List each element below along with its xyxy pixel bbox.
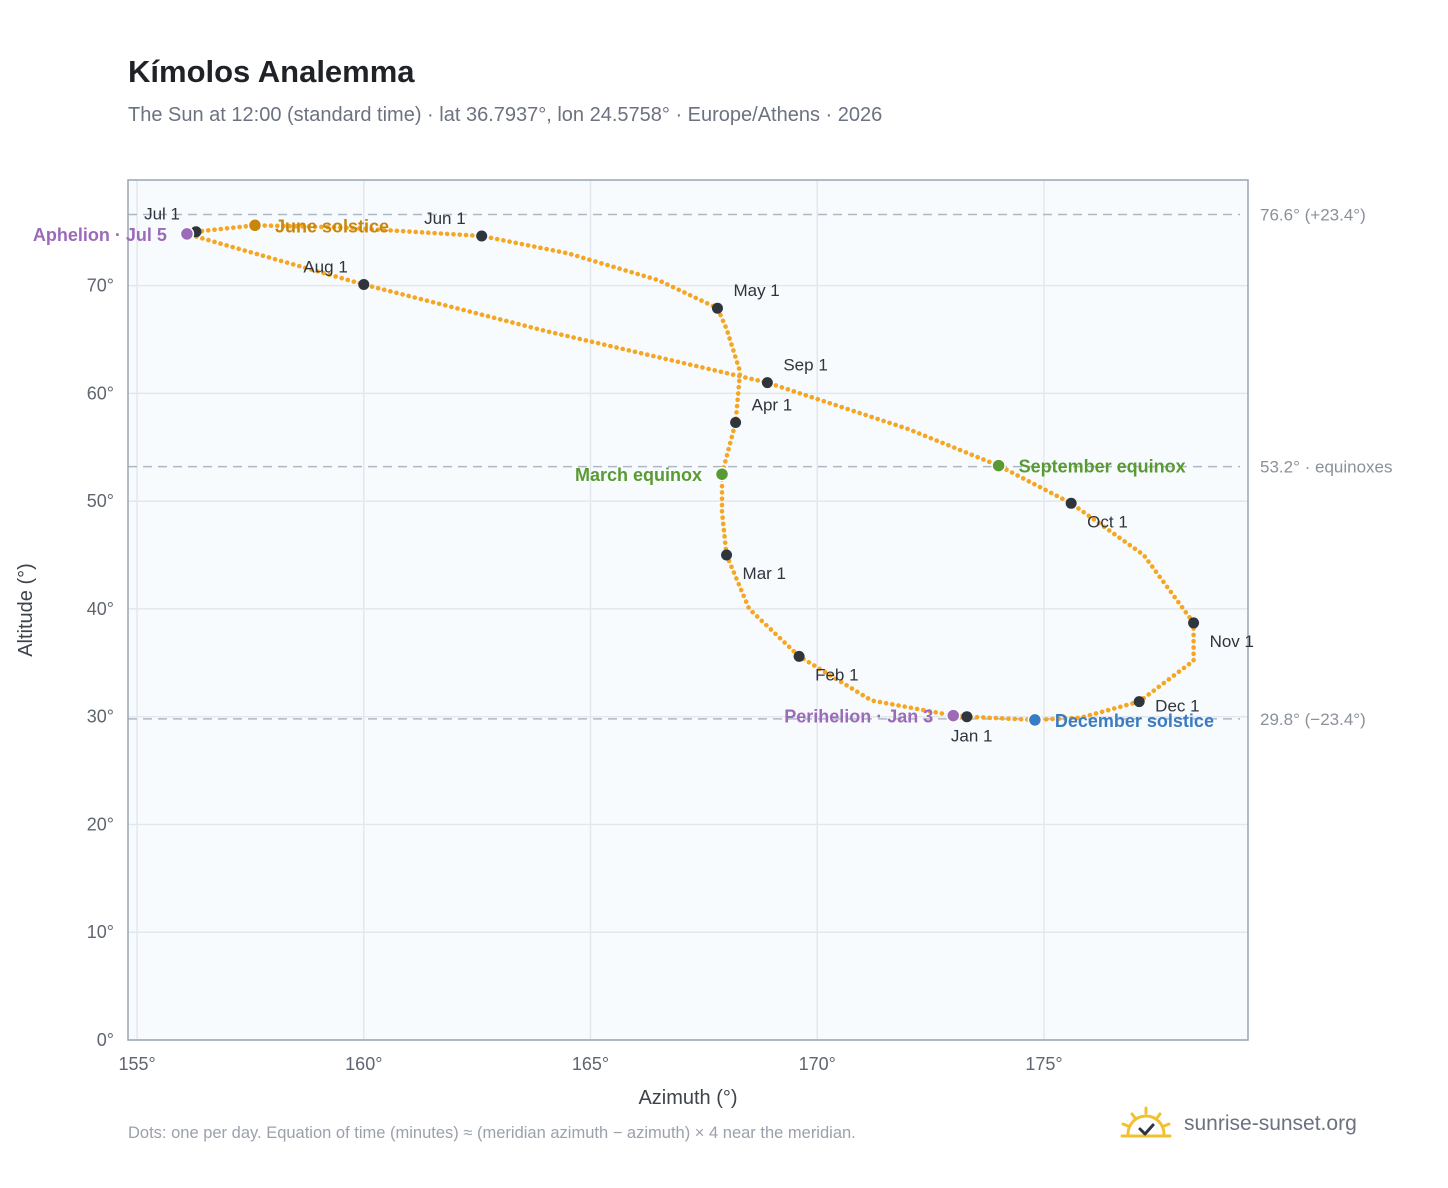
x-axis-label: Azimuth (°) bbox=[638, 1087, 737, 1109]
month-label: Jan 1 bbox=[951, 727, 993, 746]
y-tick-label: 60° bbox=[87, 383, 114, 403]
event-label: Perihelion · Jan 3 bbox=[784, 707, 933, 727]
month-marker bbox=[730, 416, 742, 428]
y-tick-label: 30° bbox=[87, 707, 114, 727]
reference-label: 53.2° · equinoxes bbox=[1260, 458, 1393, 477]
month-marker bbox=[1065, 497, 1077, 509]
chart-title: Kímolos Analemma bbox=[128, 54, 415, 89]
event-marker bbox=[991, 458, 1006, 473]
y-tick-label: 20° bbox=[87, 814, 114, 834]
y-tick-label: 0° bbox=[97, 1030, 114, 1050]
event-label: September equinox bbox=[1019, 457, 1186, 477]
month-label: Aug 1 bbox=[303, 258, 347, 277]
month-marker bbox=[1133, 696, 1145, 708]
event-marker bbox=[946, 708, 961, 723]
month-marker bbox=[711, 302, 723, 314]
month-marker bbox=[1188, 617, 1200, 629]
sun-check-icon bbox=[1120, 1106, 1172, 1138]
event-marker bbox=[714, 466, 730, 482]
month-marker bbox=[961, 711, 973, 723]
month-marker bbox=[476, 230, 488, 242]
x-tick-label: 160° bbox=[345, 1054, 382, 1074]
month-marker bbox=[721, 549, 733, 561]
month-label: May 1 bbox=[733, 281, 779, 300]
month-label: Feb 1 bbox=[815, 665, 858, 684]
event-label: Aphelion · Jul 5 bbox=[33, 225, 167, 245]
analemma-path bbox=[177, 222, 1196, 723]
month-label: Jun 1 bbox=[424, 209, 466, 228]
plot-frame bbox=[127, 179, 1249, 1041]
y-tick-label: 50° bbox=[87, 491, 114, 511]
month-label: Sep 1 bbox=[783, 356, 827, 375]
y-axis-label: Altitude (°) bbox=[15, 563, 37, 657]
month-label: Mar 1 bbox=[743, 564, 786, 583]
month-label: Dec 1 bbox=[1155, 697, 1199, 716]
month-marker bbox=[358, 279, 370, 291]
y-tick-label: 40° bbox=[87, 599, 114, 619]
month-label: Nov 1 bbox=[1210, 632, 1254, 651]
y-tick-label: 70° bbox=[87, 276, 114, 296]
x-tick-label: 170° bbox=[799, 1054, 836, 1074]
reference-label: 29.8° (−23.4°) bbox=[1260, 710, 1366, 729]
reference-label: 76.6° (+23.4°) bbox=[1260, 205, 1366, 224]
brand[interactable]: sunrise-sunset.org bbox=[1120, 1102, 1357, 1146]
month-marker bbox=[761, 377, 773, 389]
y-tick-label: 10° bbox=[87, 922, 114, 942]
event-marker bbox=[247, 218, 263, 233]
month-label: Apr 1 bbox=[752, 395, 793, 414]
brand-name[interactable]: sunrise-sunset.org bbox=[1184, 1112, 1357, 1135]
x-tick-label: 155° bbox=[118, 1054, 155, 1074]
event-label: December solstice bbox=[1055, 711, 1214, 731]
month-label: Oct 1 bbox=[1087, 512, 1128, 531]
x-tick-label: 175° bbox=[1025, 1054, 1062, 1074]
event-label: June solstice bbox=[275, 216, 389, 236]
chart-footnote: Dots: one per day. Equation of time (min… bbox=[128, 1124, 856, 1142]
chart-subtitle: The Sun at 12:00 (standard time) · lat 3… bbox=[128, 104, 883, 126]
event-marker bbox=[1027, 712, 1043, 728]
event-label: March equinox bbox=[575, 465, 702, 485]
month-label: Jul 1 bbox=[144, 205, 180, 224]
event-marker bbox=[179, 226, 195, 242]
month-marker bbox=[793, 650, 805, 662]
plot-area bbox=[128, 180, 1248, 1040]
x-tick-label: 165° bbox=[572, 1054, 609, 1074]
